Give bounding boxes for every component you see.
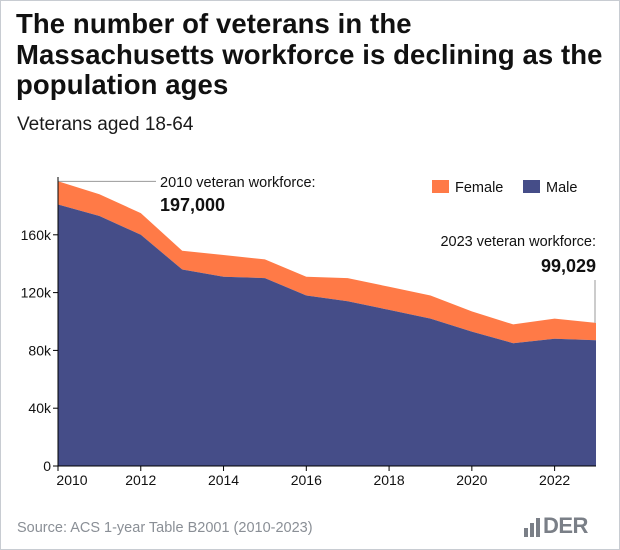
legend-swatch-female <box>432 180 449 193</box>
x-tick-label: 2016 <box>291 472 322 488</box>
logo-bars-icon <box>524 518 540 537</box>
end-annotation-label: 2023 veteran workforce: <box>440 234 596 250</box>
legend: Female Male <box>432 180 577 196</box>
y-tick-label: 40k <box>28 400 52 416</box>
chart-title: The number of veterans in the Massachuse… <box>16 8 603 100</box>
logo-text: DER <box>543 513 588 538</box>
source-note: Source: ACS 1-year Table B2001 (2010-202… <box>17 520 313 536</box>
x-tick-label: 2010 <box>56 472 87 488</box>
legend-swatch-male <box>523 180 540 193</box>
y-tick-label: 0 <box>43 458 51 474</box>
area-layers <box>58 181 596 466</box>
y-tick-label: 160k <box>21 227 52 243</box>
x-tick-label: 2018 <box>373 472 404 488</box>
male-area <box>58 204 596 466</box>
start-annotation-value: 197,000 <box>160 195 225 215</box>
female-area <box>58 181 596 344</box>
x-tick-label: 2020 <box>456 472 487 488</box>
end-annotation-value: 99,029 <box>541 256 596 276</box>
axes: 0 40k 80k 120k 160k 2010 2012 2014 2016 2018 2020 2… <box>21 177 596 488</box>
legend-label-male: Male <box>546 180 577 196</box>
y-tick-label: 120k <box>21 285 52 301</box>
chart-subtitle: Veterans aged 18-64 <box>17 114 194 135</box>
x-tick-label: 2022 <box>539 472 570 488</box>
y-tick-label: 80k <box>28 342 52 358</box>
legend-label-female: Female <box>455 180 503 196</box>
start-annotation-label: 2010 veteran workforce: <box>160 175 316 191</box>
der-logo: DER <box>523 513 608 539</box>
x-tick-label: 2012 <box>125 472 156 488</box>
x-tick-label: 2014 <box>208 472 239 488</box>
